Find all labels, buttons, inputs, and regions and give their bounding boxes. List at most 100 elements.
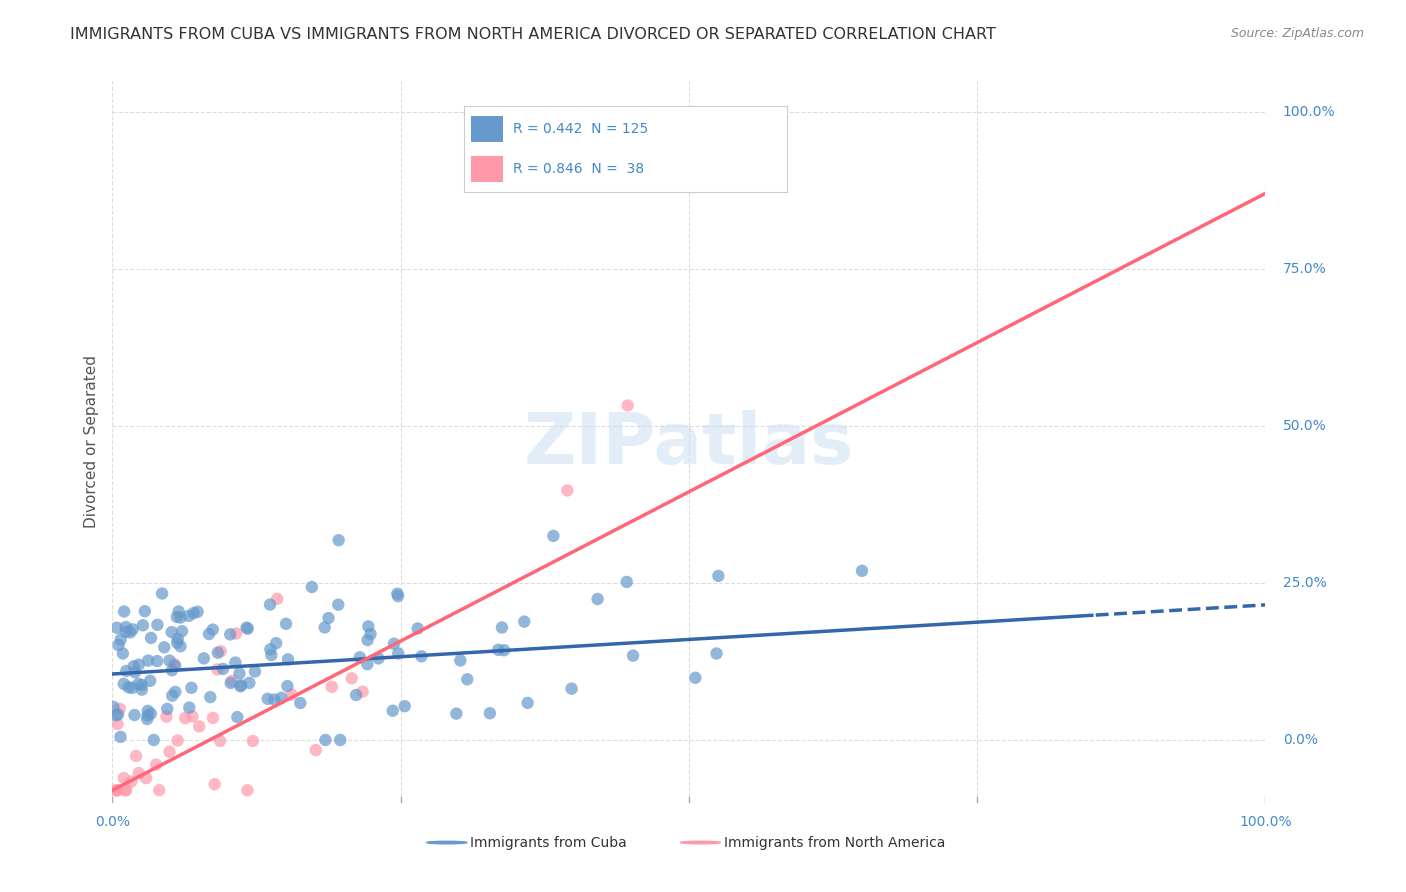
Point [356, 657, 378, 672]
Text: 100.0%: 100.0% [1239, 815, 1292, 830]
Point [280, 688, 302, 702]
Point [165, 685, 187, 699]
Point [131, 678, 153, 692]
Text: 0.0%: 0.0% [96, 815, 129, 830]
Point [170, 624, 193, 639]
Point [387, 587, 409, 601]
Point [131, 682, 153, 697]
Point [105, 708, 128, 723]
Point [382, 637, 405, 651]
Point [139, 631, 162, 645]
Point [328, 598, 350, 612]
Point [305, 743, 328, 757]
Point [851, 564, 873, 578]
Point [446, 706, 468, 721]
Point [209, 644, 232, 658]
Point [120, 625, 142, 640]
Point [179, 700, 201, 714]
Point [150, 586, 173, 600]
Point [121, 681, 143, 695]
Point [381, 704, 404, 718]
Point [107, 638, 129, 652]
Point [314, 733, 336, 747]
Text: 75.0%: 75.0% [1282, 261, 1326, 276]
Point [231, 678, 253, 692]
Point [110, 632, 132, 647]
Point [115, 664, 138, 678]
Point [274, 616, 297, 631]
Point [225, 626, 247, 640]
Point [114, 624, 136, 639]
Point [207, 646, 229, 660]
Point [148, 783, 170, 797]
Point [124, 665, 146, 680]
Point [156, 702, 179, 716]
Point [387, 589, 409, 603]
Point [117, 681, 139, 695]
Point [349, 650, 371, 665]
Point [207, 662, 229, 676]
Point [139, 673, 162, 688]
Point [107, 707, 129, 722]
Point [236, 783, 259, 797]
Point [212, 662, 235, 676]
Point [219, 676, 242, 690]
Point [266, 591, 288, 606]
Point [352, 684, 374, 698]
Text: 0.0%: 0.0% [1282, 733, 1317, 747]
Point [277, 652, 299, 666]
Point [166, 632, 188, 646]
Point [110, 730, 132, 744]
Point [449, 653, 471, 667]
Point [134, 604, 156, 618]
Point [135, 771, 157, 785]
Point [478, 706, 501, 721]
Point [561, 681, 583, 696]
Point [122, 659, 145, 673]
Point [177, 608, 200, 623]
Text: 50.0%: 50.0% [1282, 419, 1326, 433]
Point [121, 623, 143, 637]
Point [111, 647, 134, 661]
Point [136, 654, 159, 668]
Point [169, 640, 191, 654]
Point [494, 643, 516, 657]
Point [259, 598, 281, 612]
Point [616, 399, 638, 413]
Point [357, 619, 380, 633]
Point [329, 733, 352, 747]
Point [201, 623, 224, 637]
Point [159, 745, 181, 759]
Point [387, 647, 409, 661]
Point [155, 709, 177, 723]
Point [160, 625, 183, 640]
Point [259, 642, 281, 657]
Point [616, 574, 638, 589]
Point [555, 483, 578, 498]
Point [685, 671, 707, 685]
Point [166, 733, 188, 747]
Point [513, 615, 536, 629]
Point [204, 777, 226, 791]
Point [165, 658, 187, 673]
Point [344, 688, 367, 702]
Point [200, 690, 222, 705]
Point [221, 673, 243, 688]
Point [105, 783, 128, 797]
Point [108, 702, 131, 716]
Text: ZIPatlas: ZIPatlas [524, 410, 853, 479]
Point [491, 620, 513, 634]
Point [107, 717, 129, 731]
Point [226, 710, 249, 724]
Point [235, 621, 257, 635]
Point [314, 620, 336, 634]
Point [543, 529, 565, 543]
Point [290, 696, 312, 710]
Text: Source: ZipAtlas.com: Source: ZipAtlas.com [1230, 27, 1364, 40]
Point [128, 766, 150, 780]
Point [270, 690, 292, 705]
Point [318, 611, 340, 625]
Point [486, 643, 509, 657]
Point [228, 666, 250, 681]
Point [125, 748, 148, 763]
